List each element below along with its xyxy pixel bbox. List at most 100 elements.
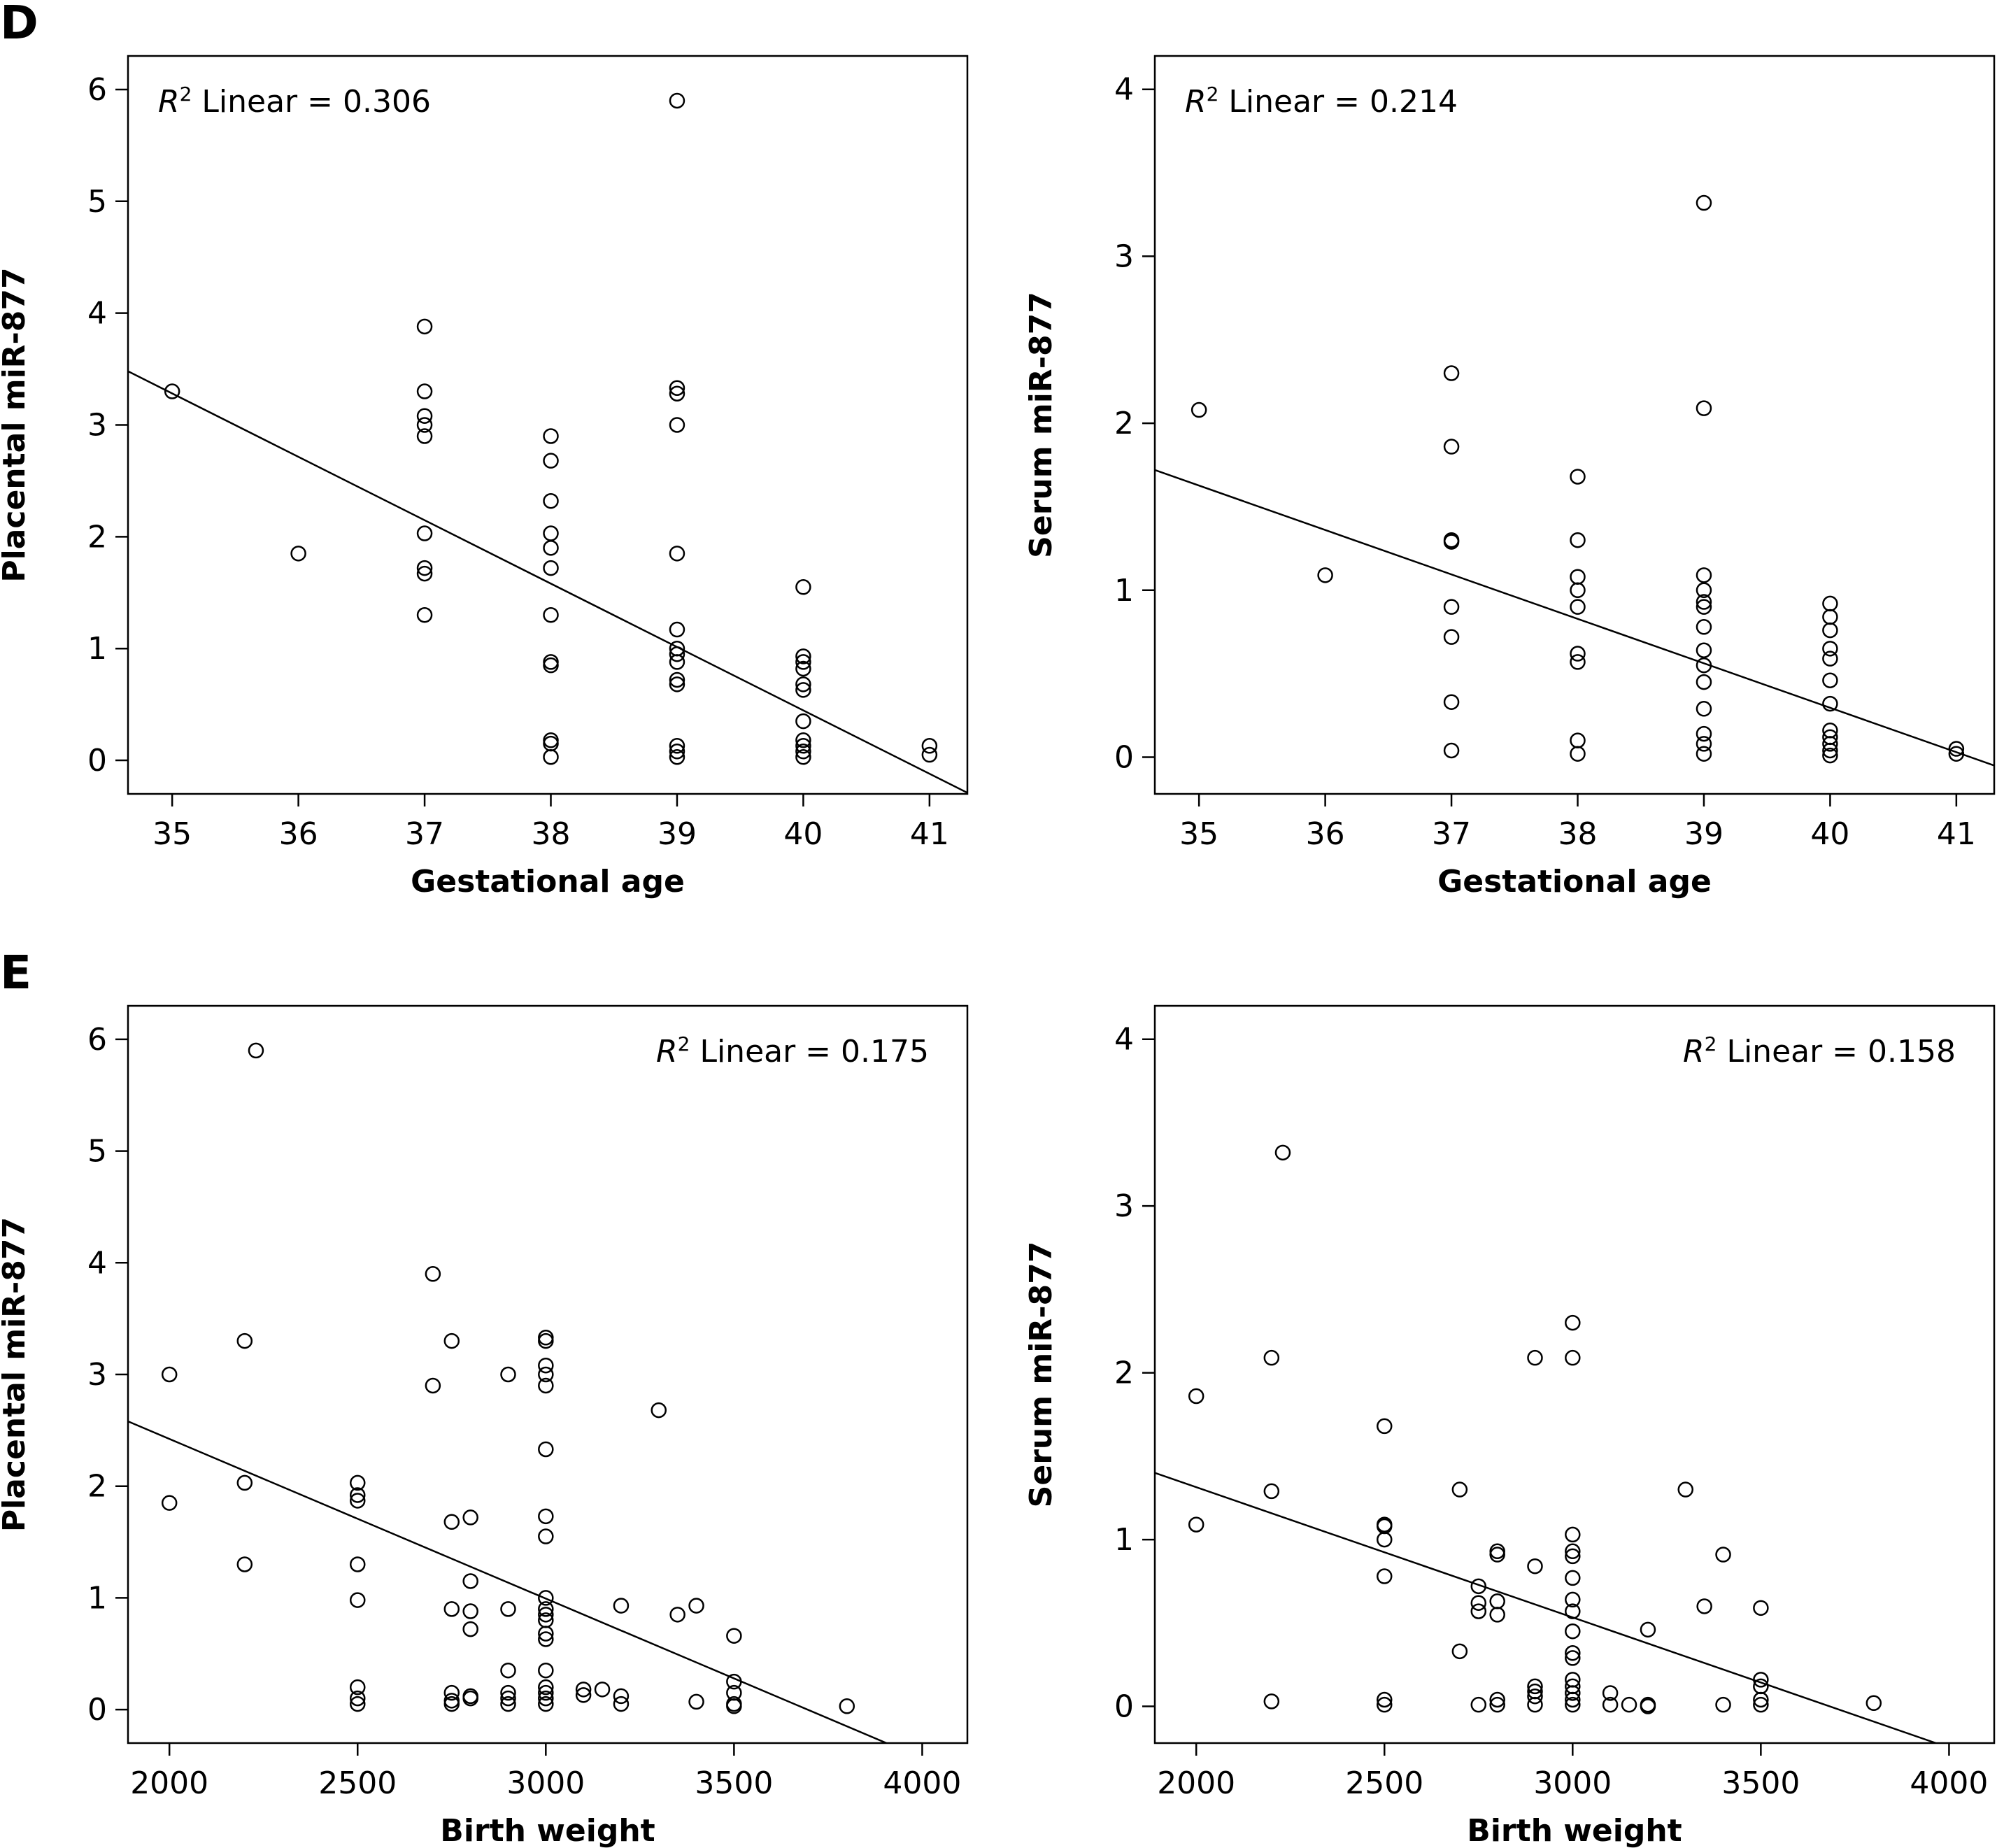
data-point — [1570, 646, 1586, 662]
data-point — [1565, 1570, 1581, 1586]
data-point — [613, 1688, 630, 1705]
annotation-r: R — [158, 84, 180, 120]
data-point — [1191, 401, 1207, 418]
annotation-r: R — [656, 1034, 678, 1069]
data-point — [543, 735, 559, 752]
data-point — [1565, 1349, 1581, 1366]
data-point — [1565, 1644, 1581, 1661]
data-point — [500, 1662, 516, 1679]
data-point — [538, 1528, 554, 1544]
data-point — [1565, 1623, 1581, 1640]
data-point — [1489, 1593, 1505, 1609]
x-tick-label: 2500 — [1345, 1765, 1423, 1801]
x-axis-title: Gestational age — [1437, 864, 1712, 900]
data-point — [795, 654, 811, 670]
data-point — [669, 621, 685, 638]
y-tick-label: 6 — [87, 1022, 107, 1058]
data-point — [538, 1607, 554, 1623]
data-point — [795, 738, 811, 754]
data-point — [1822, 641, 1838, 657]
y-tick-label: 1 — [1114, 1522, 1134, 1558]
data-point — [1570, 569, 1586, 585]
x-tick-label: 40 — [1810, 816, 1849, 852]
data-point — [669, 417, 685, 433]
data-point — [443, 1601, 460, 1617]
data-point — [543, 540, 559, 556]
data-point — [1489, 1543, 1505, 1560]
y-tick-label: 3 — [87, 1357, 107, 1393]
data-point — [669, 744, 685, 760]
data-point — [1865, 1695, 1882, 1712]
data-point — [236, 1332, 253, 1349]
x-tick-label: 4000 — [1910, 1765, 1988, 1801]
data-point — [1715, 1547, 1731, 1563]
y-tick-label: 3 — [87, 408, 107, 443]
fit-line — [128, 370, 967, 794]
x-tick-label: 2500 — [318, 1765, 397, 1801]
x-tick-label: 3500 — [1721, 1765, 1800, 1801]
data-point — [161, 1495, 178, 1511]
x-tick-label: 40 — [783, 816, 823, 852]
data-point — [1443, 629, 1460, 645]
data-point — [795, 744, 811, 760]
data-point — [350, 1493, 366, 1509]
data-point — [248, 1042, 264, 1059]
fit-line — [1155, 469, 1994, 767]
data-point — [795, 660, 811, 677]
x-tick-label: 36 — [1306, 816, 1345, 852]
data-point — [538, 1631, 554, 1647]
data-point — [543, 560, 559, 576]
data-point — [669, 380, 685, 396]
data-point — [1565, 1548, 1581, 1565]
data-point — [1948, 741, 1965, 757]
data-point — [1822, 736, 1838, 752]
data-point — [1696, 400, 1712, 416]
chart-1: 0 1 2 3 4 5 6 35 36 37 38 39 40 41 Gestational age Plac… — [0, 55, 969, 900]
data-point — [1527, 1688, 1543, 1705]
data-point — [1696, 674, 1712, 690]
data-point — [1489, 1607, 1505, 1623]
y-tick-label: 2 — [1114, 1356, 1134, 1391]
data-point — [416, 560, 433, 576]
y-axis-title: Serum miR-877 — [1023, 292, 1059, 558]
data-point — [164, 383, 180, 399]
fit-line — [128, 1420, 887, 1743]
data-point — [921, 738, 938, 754]
data-point — [726, 1673, 742, 1690]
data-point — [669, 654, 685, 670]
data-point — [416, 318, 433, 335]
data-point — [1696, 194, 1712, 211]
r-squared-annotation: R2 Linear = 0.158 — [1683, 1032, 1956, 1069]
data-point — [1696, 701, 1712, 717]
x-tick-label: 37 — [405, 816, 444, 852]
y-tick-label: 5 — [87, 184, 107, 220]
y-tick-label: 3 — [1114, 1188, 1134, 1224]
y-tick-label: 0 — [87, 743, 107, 779]
data-point — [1570, 746, 1586, 762]
data-point — [416, 417, 433, 433]
data-point — [543, 732, 559, 748]
data-point — [1696, 725, 1712, 742]
x-tick-label: 36 — [279, 816, 318, 852]
data-point — [543, 525, 559, 541]
x-tick-label: 37 — [1432, 816, 1471, 852]
data-point — [688, 1693, 704, 1710]
data-point — [594, 1682, 611, 1698]
data-point — [1188, 1388, 1204, 1405]
data-point — [425, 1377, 441, 1394]
annotation-r: R — [1185, 84, 1207, 120]
data-point — [416, 565, 433, 582]
data-point — [1565, 1526, 1581, 1543]
data-point — [443, 1332, 460, 1349]
annotation-superscript: 2 — [1207, 83, 1219, 106]
data-point — [669, 646, 685, 662]
data-point — [1696, 567, 1712, 583]
data-point — [538, 1696, 554, 1712]
data-point — [1489, 1691, 1505, 1708]
data-point — [1470, 1578, 1487, 1595]
data-point — [1640, 1621, 1656, 1638]
data-point — [236, 1556, 253, 1572]
data-point — [538, 1590, 554, 1606]
data-point — [1696, 599, 1712, 615]
plot-frame — [127, 55, 969, 795]
